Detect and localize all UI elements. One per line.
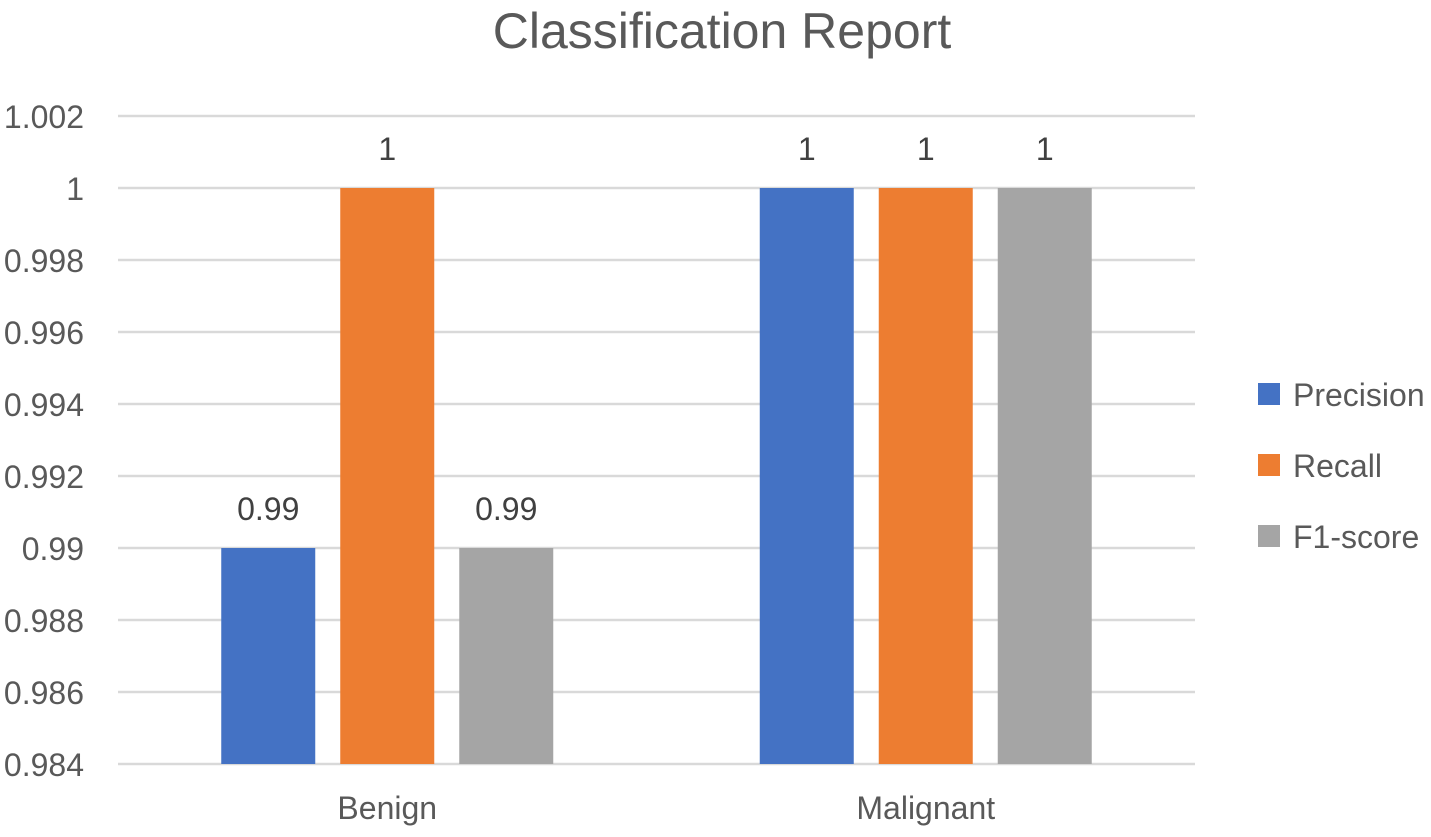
y-tick-label: 0.99 [22,531,84,567]
y-tick-label: 1.002 [4,99,84,135]
bar-malignant-recall [878,188,973,764]
y-axis-ticks: 0.984 0.986 0.988 0.99 0.992 0.994 0.996 0.998 1… [4,99,84,783]
legend: Precision Recall F1-score [1258,377,1425,555]
bars [221,188,1092,764]
data-label: 0.99 [237,491,299,527]
bar-malignant-f1-score [997,188,1092,764]
bar-benign-recall [340,188,435,764]
data-label: 1 [378,131,396,167]
legend-label-recall: Recall [1293,448,1382,484]
bar-malignant-precision [759,188,854,764]
legend-label-precision: Precision [1293,377,1425,413]
y-tick-label: 1 [66,171,84,207]
y-tick-label: 0.996 [4,315,84,351]
y-tick-label: 0.994 [4,387,84,423]
chart-title: Classification Report [493,3,952,59]
legend-swatch-precision [1258,383,1280,405]
legend-swatch-f1-score [1258,525,1280,547]
y-tick-label: 0.992 [4,459,84,495]
x-tick-label: Malignant [856,790,995,826]
legend-label-f1-score: F1-score [1293,519,1419,555]
y-tick-label: 0.998 [4,243,84,279]
legend-swatch-recall [1258,454,1280,476]
data-label: 1 [917,131,935,167]
x-axis-ticks: Benign Malignant [337,790,995,826]
y-tick-label: 0.986 [4,675,84,711]
y-tick-label: 0.984 [4,747,84,783]
bar-benign-f1-score [459,548,554,764]
data-label: 0.99 [475,491,537,527]
data-labels: 0.99 1 0.99 1 1 1 [237,131,1054,527]
x-tick-label: Benign [337,790,437,826]
data-label: 1 [798,131,816,167]
bar-benign-precision [221,548,316,764]
data-label: 1 [1036,131,1054,167]
y-tick-label: 0.988 [4,603,84,639]
